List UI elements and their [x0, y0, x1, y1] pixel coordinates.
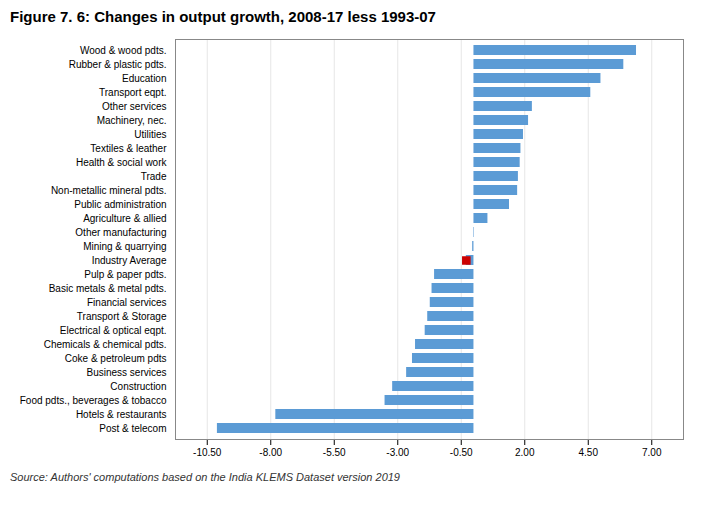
- svg-text:Utilities: Utilities: [134, 129, 166, 140]
- svg-text:Trade: Trade: [141, 171, 167, 182]
- svg-text:Post & telecom: Post & telecom: [99, 423, 166, 434]
- svg-text:7.00: 7.00: [642, 447, 662, 458]
- svg-text:Chemicals & chemical pdts.: Chemicals & chemical pdts.: [44, 339, 167, 350]
- svg-text:-10.50: -10.50: [193, 447, 222, 458]
- svg-text:Transport eqpt.: Transport eqpt.: [99, 87, 166, 98]
- svg-text:Financial services: Financial services: [87, 297, 166, 308]
- svg-text:Electrical & optical eqpt.: Electrical & optical eqpt.: [60, 325, 167, 336]
- svg-text:-3.00: -3.00: [386, 447, 409, 458]
- svg-text:Public administration: Public administration: [74, 199, 166, 210]
- svg-text:Other services: Other services: [102, 101, 166, 112]
- html-text:Source: Authors' computations: Source: Authors' computations based on t…: [10, 471, 400, 483]
- svg-text:-5.50: -5.50: [323, 447, 346, 458]
- svg-text:Business services: Business services: [86, 367, 166, 378]
- svg-text:Health & social work: Health & social work: [76, 157, 168, 168]
- svg-text:Transport & Storage: Transport & Storage: [77, 311, 167, 322]
- svg-text:Food pdts., beverages & tobacc: Food pdts., beverages & tobacco: [20, 395, 167, 406]
- svg-text:Other manufacturing: Other manufacturing: [75, 227, 166, 238]
- svg-text:Non-metallic mineral pdts.: Non-metallic mineral pdts.: [51, 185, 167, 196]
- svg-text:2.00: 2.00: [515, 447, 535, 458]
- svg-text:-0.50: -0.50: [450, 447, 473, 458]
- svg-text:Basic metals & metal pdts.: Basic metals & metal pdts.: [49, 283, 167, 294]
- html-text:Figure 7. 6: Changes in output: Figure 7. 6: Changes in output growth, 2…: [10, 8, 436, 25]
- svg-text:4.50: 4.50: [579, 447, 599, 458]
- svg-text:Mining & quarrying: Mining & quarrying: [83, 241, 166, 252]
- svg-text:-8.00: -8.00: [259, 447, 282, 458]
- svg-text:Coke & petroleum pdts: Coke & petroleum pdts: [65, 353, 167, 364]
- svg-text:Wood & wood pdts.: Wood & wood pdts.: [80, 45, 167, 56]
- svg-text:Pulp & paper pdts.: Pulp & paper pdts.: [84, 269, 166, 280]
- svg-text:Hotels & restaurants: Hotels & restaurants: [76, 409, 167, 420]
- svg-text:Agriculture & allied: Agriculture & allied: [83, 213, 166, 224]
- svg-text:Machinery, nec.: Machinery, nec.: [97, 115, 167, 126]
- svg-text:Textiles & leather: Textiles & leather: [90, 143, 167, 154]
- svg-text:Construction: Construction: [110, 381, 166, 392]
- svg-text:Education: Education: [122, 73, 166, 84]
- svg-text:Rubber & plastic pdts.: Rubber & plastic pdts.: [69, 59, 167, 70]
- svg-text:Industry Average: Industry Average: [92, 255, 167, 266]
